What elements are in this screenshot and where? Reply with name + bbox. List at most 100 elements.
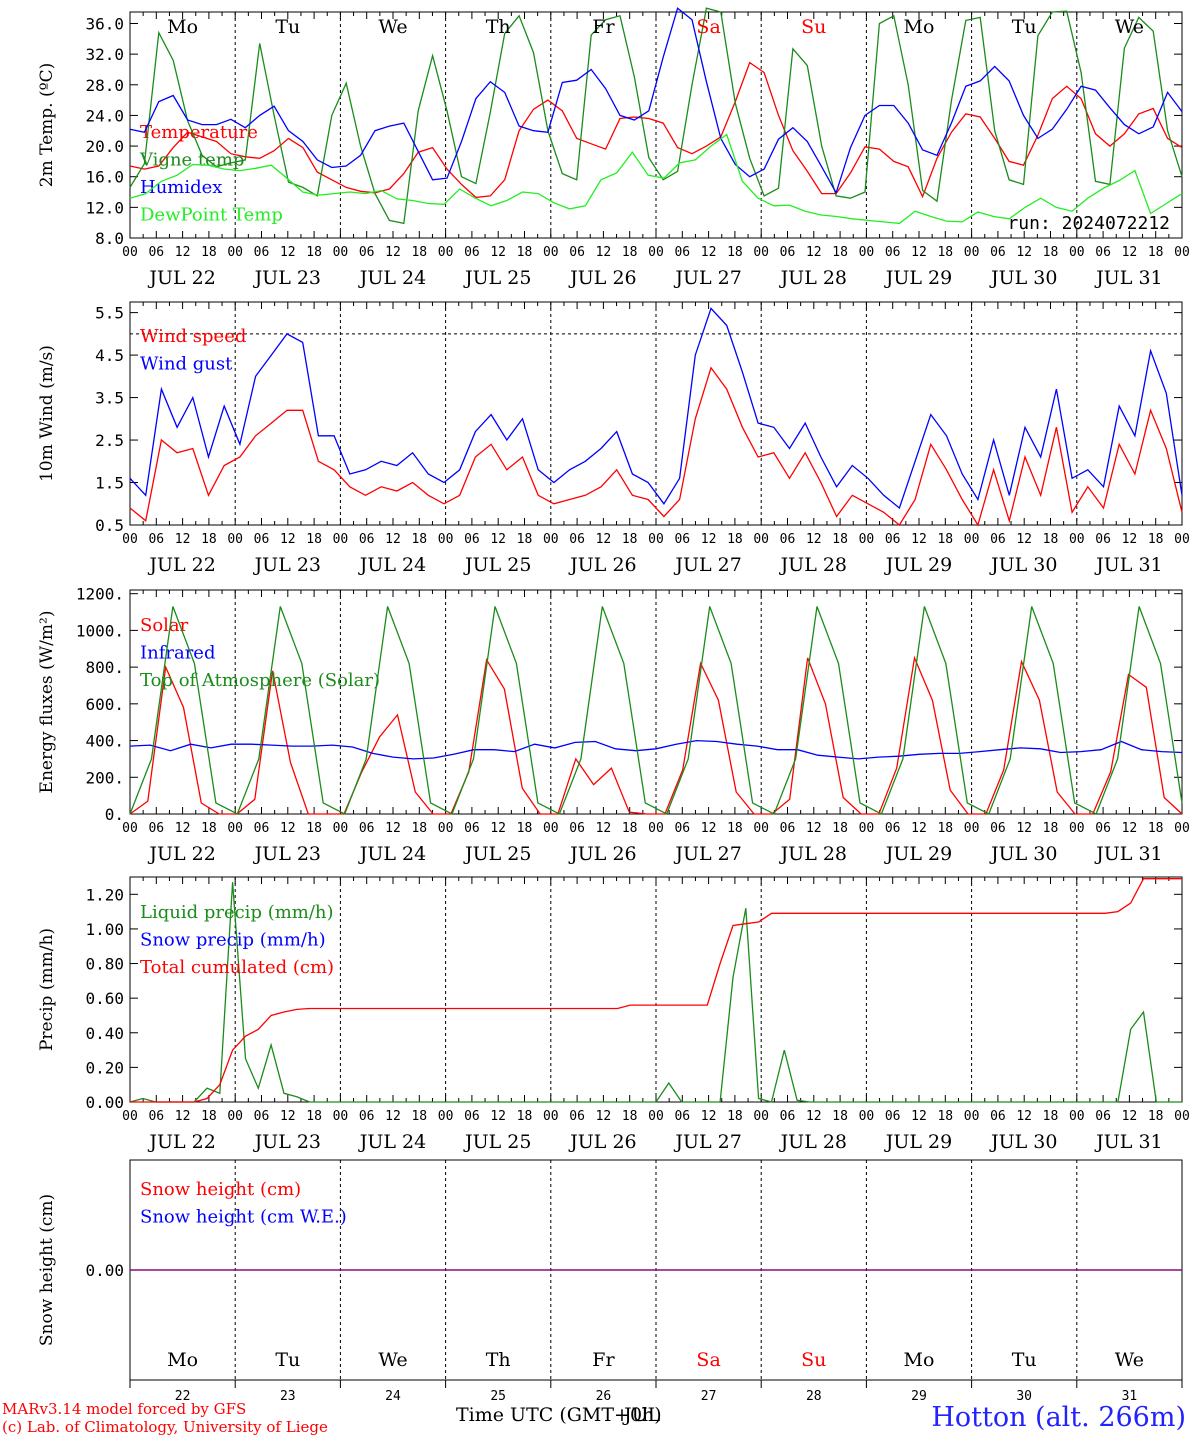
energy-hour-label: 06 — [254, 821, 270, 836]
wind-hour-label: 00 — [753, 532, 769, 547]
snow-day-number: 24 — [385, 1389, 401, 1404]
energy-hour-label: 18 — [306, 821, 322, 836]
temp-weekday-label: Tu — [1012, 16, 1037, 38]
temp-day-label: JUL 30 — [989, 267, 1057, 289]
energy-hour-label: 12 — [385, 821, 401, 836]
temp-hour-label: 12 — [280, 245, 296, 260]
temp-hour-label: 00 — [227, 245, 243, 260]
wind-hour-label: 12 — [385, 532, 401, 547]
snow-weekday-label: Th — [486, 1349, 511, 1371]
time-axis-label: Time UTC (GMT+0h) JUL — [456, 1404, 662, 1426]
energy-hour-label: 12 — [1016, 821, 1032, 836]
temp-hour-label: 06 — [569, 245, 585, 260]
temp-series-3 — [129, 133, 1183, 225]
temp-day-label: JUL 27 — [673, 267, 741, 289]
wind-hour-label: 12 — [280, 532, 296, 547]
temp-hour-label: 06 — [359, 245, 375, 260]
snow-day-number: 28 — [806, 1389, 822, 1404]
temp-hour-label: 00 — [333, 245, 349, 260]
temp-hour-label: 00 — [438, 245, 454, 260]
precip-legend-1: Snow precip (mm/h) — [140, 930, 326, 951]
energy-ytick-label: 0. — [105, 805, 124, 824]
temp-day-label: JUL 28 — [779, 267, 847, 289]
precip-legend-0: Liquid precip (mm/h) — [140, 902, 334, 923]
wind-day-label: JUL 23 — [253, 554, 321, 576]
energy-day-label: JUL 23 — [253, 843, 321, 865]
panel-temp: 36.0 32.0 28.0 24.0 20.0 16.0 12.0 8.0 2m Temp. … — [37, 7, 1190, 289]
panel-energy: 1200. 1000. 800. 600. 400. 200. 0. Energy fluxe… — [37, 585, 1190, 865]
energy-hour-label: 00 — [753, 821, 769, 836]
wind-hour-label: 12 — [175, 532, 191, 547]
wind-ytick-label: 3.5 — [95, 389, 124, 408]
wind-hour-label: 18 — [937, 532, 953, 547]
energy-hour-label: 12 — [806, 821, 822, 836]
snow-day-number: 27 — [701, 1389, 717, 1404]
precip-hour-label: 06 — [254, 1109, 270, 1124]
temp-hour-label: 18 — [1148, 245, 1164, 260]
precip-day-label: JUL 23 — [253, 1131, 321, 1153]
precip-hour-label: 00 — [1174, 1109, 1190, 1124]
energy-day-label: JUL 24 — [358, 843, 426, 865]
precip-day-label: JUL 24 — [358, 1131, 426, 1153]
precip-hour-label: 00 — [543, 1109, 559, 1124]
wind-hour-label: 00 — [122, 532, 138, 547]
temp-hour-label: 12 — [175, 245, 191, 260]
energy-hour-label: 18 — [727, 821, 743, 836]
wind-hour-label: 12 — [1122, 532, 1138, 547]
wind-hour-label: 18 — [306, 532, 322, 547]
temp-weekday-label: Mo — [167, 16, 198, 38]
precip-day-label: JUL 29 — [884, 1131, 952, 1153]
precip-hour-label: 12 — [1122, 1109, 1138, 1124]
energy-hour-label: 00 — [227, 821, 243, 836]
energy-hour-label: 06 — [569, 821, 585, 836]
temp-legend-3: DewPoint Temp — [140, 205, 283, 226]
precip-ytick-label: 0.20 — [85, 1058, 124, 1077]
energy-hour-label: 18 — [1148, 821, 1164, 836]
precip-day-label: JUL 28 — [779, 1131, 847, 1153]
precip-hour-label: 18 — [832, 1109, 848, 1124]
precip-hour-label: 06 — [674, 1109, 690, 1124]
wind-hour-label: 06 — [674, 532, 690, 547]
wind-day-label: JUL 25 — [463, 554, 531, 576]
energy-series-0 — [129, 655, 1183, 815]
wind-legend-0: Wind speed — [140, 326, 246, 347]
temp-hour-label: 18 — [832, 245, 848, 260]
snow-day-number: 22 — [175, 1389, 191, 1404]
precip-hour-label: 12 — [596, 1109, 612, 1124]
snow-day-number: 25 — [490, 1389, 506, 1404]
temp-ytick-label: 16.0 — [85, 168, 124, 187]
energy-ytick-label: 1200. — [76, 585, 124, 604]
precip-hour-label: 12 — [1016, 1109, 1032, 1124]
wind-hour-label: 06 — [780, 532, 796, 547]
precip-hour-label: 18 — [937, 1109, 953, 1124]
temp-series-1 — [129, 7, 1183, 225]
energy-hour-label: 12 — [596, 821, 612, 836]
wind-ytick-label: 5.5 — [95, 304, 124, 323]
precip-hour-label: 18 — [517, 1109, 533, 1124]
energy-hour-label: 12 — [701, 821, 717, 836]
wind-hour-label: 18 — [622, 532, 638, 547]
temp-day-label: JUL 22 — [147, 267, 215, 289]
panel-precip: 1.20 1.00 0.80 0.60 0.40 0.20 0.00 Precip (mm/h… — [37, 876, 1190, 1153]
precip-hour-label: 12 — [280, 1109, 296, 1124]
energy-hour-label: 12 — [490, 821, 506, 836]
wind-frame — [129, 301, 1183, 526]
precip-ytick-label: 0.80 — [85, 955, 124, 974]
wind-hour-label: 06 — [569, 532, 585, 547]
wind-hour-label: 00 — [227, 532, 243, 547]
temp-legend-0: Temperature — [140, 122, 258, 143]
wind-day-label: JUL 22 — [147, 554, 215, 576]
precip-ylabel: Precip (mm/h) — [37, 928, 57, 1051]
energy-ytick-label: 1000. — [76, 621, 124, 640]
wind-hour-label: 06 — [885, 532, 901, 547]
energy-hour-label: 00 — [648, 821, 664, 836]
credits: MARv3.14 model forced by GFS (c) Lab. of… — [2, 1400, 328, 1436]
temp-hour-label: 18 — [411, 245, 427, 260]
wind-hour-label: 00 — [1174, 532, 1190, 547]
wind-hour-label: 12 — [701, 532, 717, 547]
wind-hour-label: 06 — [359, 532, 375, 547]
temp-hour-label: 06 — [148, 245, 164, 260]
wind-ylabel: 10m Wind (m/s) — [37, 345, 57, 482]
wind-ytick-label: 2.5 — [95, 431, 124, 450]
